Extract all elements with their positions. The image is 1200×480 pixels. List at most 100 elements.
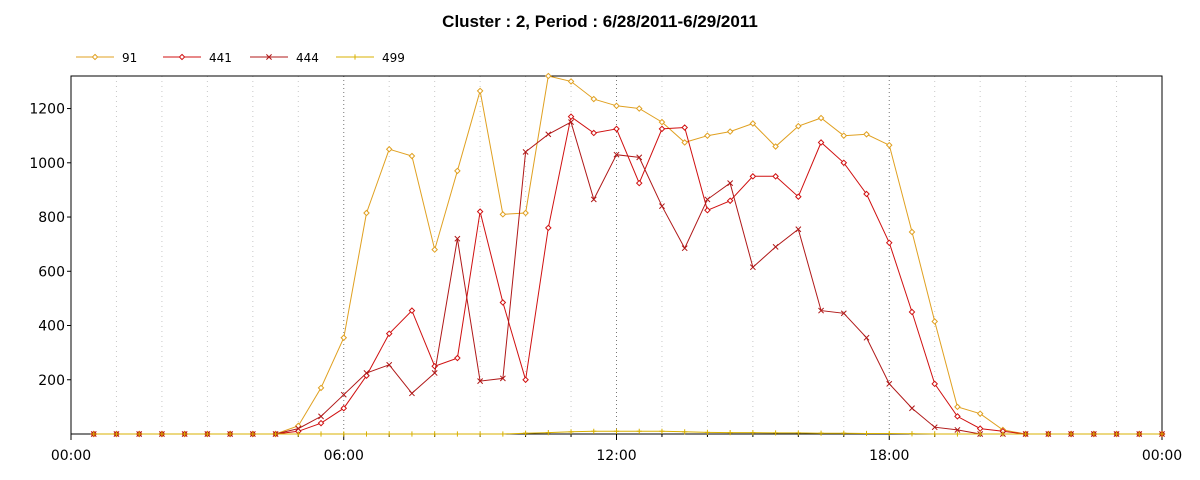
series-layer <box>90 72 1166 438</box>
legend-label: 499 <box>382 51 405 65</box>
data-point <box>295 431 301 437</box>
data-point <box>636 154 643 161</box>
x-axis: 00:00 06:00 12:00 18:00 00:00 <box>51 434 1182 464</box>
legend-marker <box>266 54 272 60</box>
data-point <box>499 375 506 382</box>
data-point <box>272 431 279 437</box>
data-point <box>976 410 984 417</box>
data-point <box>250 431 256 437</box>
data-point <box>1091 431 1097 437</box>
data-point <box>454 235 461 242</box>
data-point <box>431 370 438 376</box>
data-point <box>840 159 848 167</box>
series-line <box>93 75 1162 435</box>
data-point <box>159 431 165 437</box>
legend-marker <box>178 53 186 61</box>
data-point <box>363 370 370 376</box>
data-point <box>476 208 484 215</box>
data-point <box>340 334 348 342</box>
data-point <box>840 310 847 317</box>
legend-item: 444 <box>250 51 319 65</box>
data-point <box>682 429 688 435</box>
data-point <box>704 132 711 139</box>
data-point <box>227 431 233 437</box>
data-point <box>1023 431 1029 437</box>
data-point <box>909 405 915 412</box>
data-point <box>613 151 620 158</box>
series-444 <box>90 119 1165 437</box>
data-point <box>499 211 507 218</box>
data-point <box>772 143 779 150</box>
data-point <box>932 431 938 437</box>
data-point <box>727 180 734 187</box>
data-point <box>863 190 870 198</box>
data-point <box>749 173 757 180</box>
series-line <box>93 115 1162 435</box>
series-line <box>93 121 1162 435</box>
data-point <box>658 125 666 133</box>
data-point <box>954 426 961 433</box>
data-point <box>1159 431 1165 437</box>
data-point <box>545 224 552 232</box>
data-point <box>409 431 415 437</box>
data-point <box>795 430 801 436</box>
data-point <box>567 78 575 85</box>
data-point <box>840 132 848 139</box>
data-point <box>476 87 484 95</box>
data-point <box>499 299 507 306</box>
data-point <box>317 419 325 427</box>
data-point <box>886 380 893 387</box>
y-tick-label: 800 <box>38 210 65 226</box>
data-point <box>340 391 347 398</box>
data-point <box>385 145 393 153</box>
data-point <box>545 430 551 436</box>
data-point <box>136 431 142 437</box>
data-point <box>704 196 711 203</box>
data-point <box>704 429 711 435</box>
series-91 <box>90 72 1166 438</box>
data-point <box>522 376 529 384</box>
data-point <box>908 308 916 316</box>
data-point <box>1113 431 1120 437</box>
data-point <box>658 118 666 126</box>
data-point <box>817 139 825 146</box>
data-point <box>477 378 484 385</box>
data-point <box>841 430 847 436</box>
legend-marker <box>352 54 358 60</box>
data-point <box>363 431 370 437</box>
data-point <box>795 193 802 200</box>
data-point <box>590 129 598 137</box>
chart-title: Cluster : 2, Period : 6/28/2011-6/29/201… <box>442 12 758 31</box>
data-point <box>726 197 734 205</box>
data-point <box>863 334 870 341</box>
data-point <box>363 209 370 217</box>
data-point <box>772 243 779 250</box>
data-point <box>772 173 779 180</box>
x-tick-label: 06:00 <box>324 448 364 464</box>
data-point <box>317 384 325 392</box>
data-point <box>659 203 665 210</box>
data-point <box>568 119 574 126</box>
data-point <box>659 428 665 434</box>
x-tick-label: 00:00 <box>1142 448 1182 464</box>
data-point <box>886 430 892 437</box>
legend-item: 91 <box>76 51 137 65</box>
data-point <box>385 330 393 337</box>
data-point <box>908 228 916 236</box>
data-point <box>931 318 939 325</box>
data-point <box>977 431 983 437</box>
data-point <box>386 431 392 437</box>
data-point <box>636 428 642 434</box>
data-point <box>522 148 529 155</box>
data-point <box>408 307 416 314</box>
data-point <box>522 209 529 217</box>
data-point <box>567 113 575 120</box>
data-point <box>500 431 506 437</box>
legend-label: 441 <box>209 51 232 65</box>
data-point <box>954 403 961 411</box>
data-point <box>909 431 915 437</box>
data-point <box>431 246 438 253</box>
data-point <box>477 431 483 437</box>
legend-item: 499 <box>336 51 405 65</box>
data-point <box>182 431 188 437</box>
